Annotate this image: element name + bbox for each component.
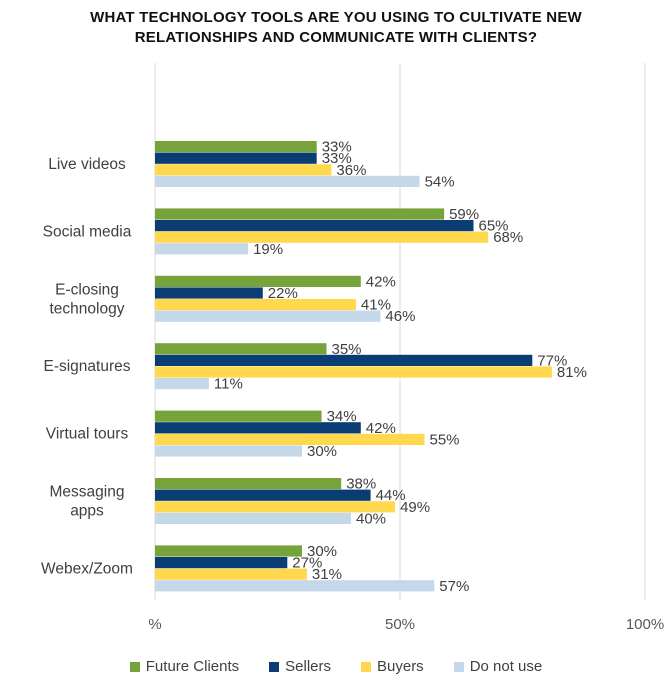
chart-title-line-1: WHAT TECHNOLOGY TOOLS ARE YOU USING TO C… [90, 9, 582, 26]
category-label: Messaging apps [50, 484, 125, 520]
legend-item: Sellers [269, 658, 331, 675]
data-label: 22% [268, 285, 298, 302]
bar [155, 489, 371, 501]
data-label: 30% [307, 543, 337, 560]
bar [155, 343, 327, 355]
bar [155, 287, 263, 299]
legend-label: Buyers [377, 658, 424, 675]
category-label: Social media [43, 223, 132, 240]
data-label: 38% [346, 476, 376, 493]
legend-swatch [129, 661, 140, 672]
bar [155, 141, 317, 153]
data-label: 59% [449, 206, 479, 223]
bar [155, 378, 209, 390]
category-label-line: Webex/Zoom [41, 560, 133, 577]
legend-swatch [361, 661, 371, 672]
data-label: 77% [537, 352, 567, 369]
chart-title-line-2: RELATIONSHIPS AND COMMUNICATE WITH CLIEN… [134, 29, 538, 46]
category-label-line: Social media [43, 223, 132, 240]
legend-swatch [453, 661, 464, 672]
category-label-line: apps [70, 503, 104, 520]
data-label: 44% [376, 487, 406, 504]
bar [155, 152, 317, 164]
data-label: 36% [336, 162, 366, 179]
bar [155, 410, 322, 422]
bar [155, 366, 552, 378]
category-label: E-signatures [43, 358, 130, 375]
bar [155, 568, 307, 580]
x-tick-label: 50% [385, 616, 415, 633]
bar [155, 545, 302, 557]
bar [155, 299, 356, 311]
data-label: 46% [385, 308, 415, 325]
data-label: 54% [425, 173, 455, 190]
bar [155, 220, 474, 232]
data-label: 41% [361, 297, 391, 314]
data-label: 42% [366, 273, 396, 290]
data-label: 19% [253, 241, 283, 258]
legend-item: Do not use [453, 658, 543, 675]
category-label: Virtual tours [46, 426, 129, 443]
bar [155, 231, 489, 243]
category-label: E-closing technology [50, 281, 125, 317]
data-label: 30% [307, 443, 337, 460]
category-label-line: Messaging [50, 484, 125, 501]
data-label: 33% [322, 150, 352, 167]
bar [155, 275, 361, 287]
data-label: 27% [292, 555, 322, 572]
bar [155, 445, 302, 457]
legend-swatch [269, 661, 280, 672]
bar [155, 433, 425, 445]
bar [155, 175, 420, 187]
data-label: 65% [479, 218, 509, 235]
data-label: 34% [327, 408, 357, 425]
legend-item: Buyers [361, 658, 424, 675]
bar [155, 512, 351, 524]
legend-item: Future Clients [129, 658, 240, 675]
data-label: 57% [439, 578, 469, 595]
data-label: 35% [332, 341, 362, 358]
data-label: 40% [356, 510, 386, 527]
data-label: 81% [557, 364, 587, 381]
category-label: Live videos [48, 156, 126, 173]
category-label-line: technology [50, 300, 125, 317]
category-label-line: E-closing [55, 281, 119, 298]
data-label: 68% [493, 229, 523, 246]
bar [155, 580, 435, 592]
legend-label: Do not use [469, 658, 543, 675]
data-label: 42% [366, 420, 396, 437]
bar [155, 354, 533, 366]
data-label: 33% [322, 139, 352, 156]
bar [155, 422, 361, 434]
category-label-line: Live videos [48, 156, 126, 173]
data-label: 55% [430, 431, 460, 448]
data-label: 11% [214, 376, 243, 393]
legend-label: Sellers [285, 658, 331, 675]
bar [155, 501, 396, 513]
bar [155, 208, 445, 220]
category-label-line: E-signatures [43, 358, 130, 375]
x-tick-label: 100% [626, 616, 664, 633]
bar [155, 557, 288, 569]
bar [155, 478, 342, 490]
bar [155, 243, 249, 255]
chart-legend: Future Clients Sellers Buyers Do not use [0, 658, 672, 675]
legend-label: Future Clients [145, 658, 240, 675]
category-label: Webex/Zoom [41, 560, 133, 577]
data-label: 49% [400, 499, 430, 516]
x-tick-label: % [148, 616, 161, 633]
data-label: 31% [312, 566, 342, 583]
bar [155, 310, 381, 322]
category-label-line: Virtual tours [46, 426, 129, 443]
bar [155, 164, 332, 176]
chart-title: WHAT TECHNOLOGY TOOLS ARE YOU USING TO C… [0, 8, 672, 48]
